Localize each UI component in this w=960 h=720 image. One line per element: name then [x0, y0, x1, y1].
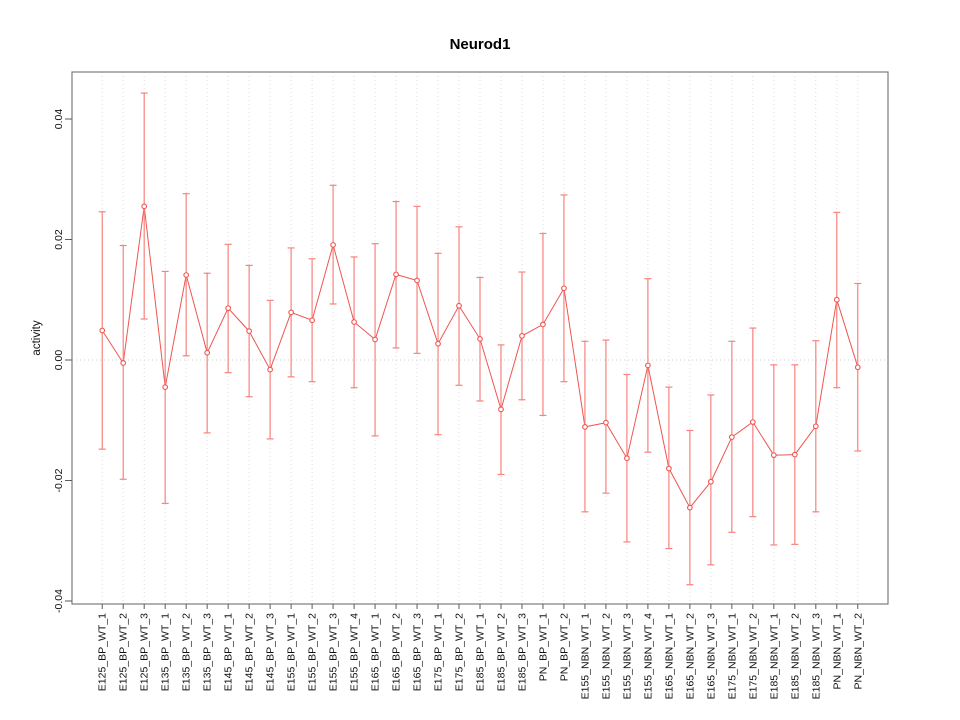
data-point [624, 455, 630, 462]
data-point [393, 271, 399, 278]
data-point [435, 340, 441, 347]
x-tick-label: E165_NBN_WT_3 [705, 613, 717, 700]
x-tick-label: E155_BP_WT_4 [349, 613, 361, 691]
data-point [708, 478, 714, 485]
data-point [561, 285, 567, 292]
y-tick-label: 0.04 [53, 109, 65, 130]
x-tick-label: PN_NBN_WT_1 [831, 613, 843, 690]
x-tick-label: E135_BP_WT_2 [181, 613, 193, 691]
data-point [812, 423, 819, 430]
data-point [351, 319, 357, 325]
x-tick-label: E175_BP_WT_1 [433, 613, 445, 691]
y-tick-label: -0.02 [53, 468, 65, 492]
x-tick-label: E145_BP_WT_2 [244, 613, 256, 691]
data-point [540, 321, 546, 328]
data-point [498, 406, 504, 413]
data-point [99, 327, 106, 334]
x-tick-label: E155_BP_WT_2 [307, 613, 319, 691]
x-tick-label: E155_NBN_WT_2 [600, 613, 612, 700]
data-point [372, 336, 378, 343]
x-tick-label: PN_BP_WT_2 [559, 613, 571, 681]
x-tick-label: E125_BP_WT_2 [118, 613, 130, 691]
data-point [833, 296, 840, 303]
data-point [582, 424, 588, 430]
x-tick-label: E165_BP_WT_3 [412, 613, 424, 691]
data-point [770, 452, 777, 459]
chart-title: Neurod1 [449, 36, 511, 53]
x-tick-label: E165_NBN_WT_2 [684, 613, 696, 700]
data-point [183, 272, 190, 278]
x-tick-label: E165_BP_WT_1 [370, 613, 382, 691]
x-tick-label: E135_BP_WT_3 [202, 613, 214, 691]
y-tick-label: 0.00 [53, 350, 65, 371]
x-tick-label: E155_BP_WT_3 [328, 613, 340, 691]
data-point [687, 504, 693, 511]
x-tick-label: E155_BP_WT_1 [286, 613, 298, 691]
x-tick-label: PN_NBN_WT_2 [852, 613, 864, 690]
y-axis-title: activity [31, 320, 43, 355]
x-tick-label: E165_NBN_WT_1 [663, 613, 675, 700]
x-tick-label: E185_NBN_WT_3 [810, 613, 822, 700]
x-tick-label: PN_BP_WT_1 [538, 613, 550, 681]
data-point [246, 328, 252, 334]
data-point [603, 419, 609, 426]
y-tick-label: -0.04 [53, 589, 65, 613]
x-tick-label: E125_BP_WT_1 [97, 613, 109, 691]
x-tick-label: E185_BP_WT_1 [475, 613, 487, 691]
x-tick-label: E145_BP_WT_1 [223, 613, 235, 691]
data-point [791, 451, 798, 458]
x-tick-label: E155_NBN_WT_4 [642, 613, 654, 700]
x-tick-label: E175_BP_WT_2 [454, 613, 466, 691]
x-tick-label: E175_NBN_WT_2 [747, 613, 759, 700]
data-point [477, 336, 483, 342]
x-tick-label: E185_NBN_WT_1 [768, 613, 780, 700]
x-tick-label: E155_NBN_WT_3 [621, 613, 633, 700]
x-tick-label: E175_NBN_WT_1 [726, 613, 738, 700]
data-point [519, 333, 525, 339]
data-point [330, 242, 336, 248]
y-tick-label: 0.02 [53, 229, 65, 250]
data-point [141, 203, 148, 210]
data-point [267, 366, 273, 373]
x-tick-label: E135_BP_WT_1 [160, 613, 172, 691]
data-point [414, 277, 420, 284]
data-point [749, 419, 756, 425]
x-tick-label: E165_BP_WT_2 [391, 613, 403, 691]
x-tick-label: E145_BP_WT_3 [265, 613, 277, 691]
x-tick-label: E185_BP_WT_3 [517, 613, 529, 691]
data-point [456, 302, 462, 309]
x-tick-label: E185_BP_WT_2 [496, 613, 508, 691]
data-point [288, 309, 294, 316]
data-point [854, 364, 861, 371]
data-point [645, 362, 651, 369]
data-point [120, 360, 127, 366]
data-point [729, 434, 735, 440]
x-tick-label: E185_NBN_WT_2 [789, 613, 801, 700]
data-point [204, 349, 211, 356]
x-tick-label: E155_NBN_WT_1 [579, 613, 591, 700]
data-point [666, 465, 672, 472]
data-point [162, 384, 169, 390]
data-point [225, 305, 231, 312]
data-point [309, 317, 315, 324]
x-tick-label: E125_BP_WT_3 [139, 613, 151, 691]
